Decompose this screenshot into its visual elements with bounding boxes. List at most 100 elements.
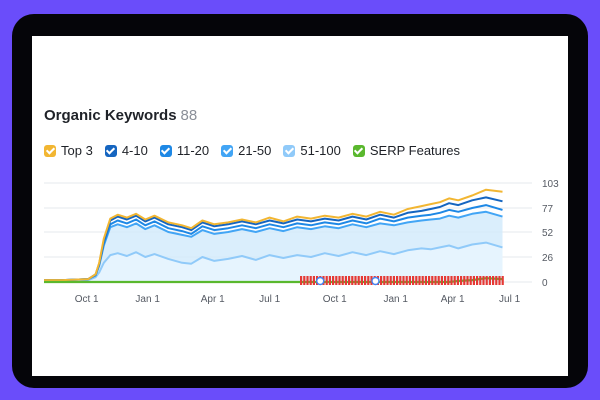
legend-item-4-10[interactable]: 4-10 (104, 143, 148, 158)
event-marker (415, 276, 418, 285)
event-marker (344, 276, 347, 285)
event-marker (456, 276, 459, 285)
event-marker (492, 276, 495, 285)
event-marker (498, 276, 501, 285)
event-marker (402, 276, 405, 285)
event-marker (357, 276, 360, 285)
screen: Organic Keywords 88 Top 3 4-10 11-20 21-5… (32, 36, 568, 376)
event-marker (476, 276, 479, 285)
event-marker (367, 276, 370, 285)
event-marker (447, 276, 450, 285)
widget-title: Organic Keywords 88 (44, 107, 197, 124)
event-marker (303, 276, 306, 285)
series-line-51-100 (44, 241, 503, 282)
y-tick-label: 103 (542, 179, 559, 190)
event-markers (300, 276, 504, 286)
event-marker (364, 276, 367, 285)
x-tick-label: Apr 1 (441, 294, 465, 305)
checkbox-top-3[interactable] (44, 144, 56, 157)
legend-label-51-100: 51-100 (300, 143, 341, 158)
legend-item-serp-features[interactable]: SERP Features (352, 143, 460, 158)
x-tick-label: Jan 1 (135, 294, 160, 305)
checkbox-51-100[interactable] (283, 144, 296, 157)
y-tick-label: 0 (542, 278, 548, 289)
chart-lines (44, 188, 503, 284)
event-marker (485, 276, 488, 285)
checkbox-11-20[interactable] (159, 144, 172, 157)
chart-areas (44, 211, 503, 282)
keyword-count: 88 (180, 107, 198, 124)
event-marker (386, 276, 389, 285)
chart-legend: Top 3 4-10 11-20 21-50 51-100 SERP Featu… (44, 143, 460, 158)
event-marker (440, 276, 443, 285)
legend-item-51-100[interactable]: 51-100 (283, 143, 341, 158)
checkbox-serp-features[interactable] (352, 144, 365, 157)
event-marker (325, 276, 328, 285)
event-marker (463, 276, 466, 285)
google-update-marker (316, 276, 325, 286)
y-axis-ticks: 103 77 52 26 0 (542, 179, 559, 289)
event-marker (460, 276, 463, 285)
event-marker (338, 276, 341, 285)
event-marker (488, 276, 491, 285)
series-line-21-50 (44, 210, 503, 282)
x-axis-ticks: Oct 1 Jan 1 Apr 1 Jul 1 Oct 1 Jan 1 Apr 1 Jul 1 (75, 294, 521, 305)
area-51-100 (44, 242, 503, 282)
legend-item-11-20[interactable]: 11-20 (159, 143, 210, 158)
event-marker (495, 276, 498, 285)
event-marker (472, 276, 475, 285)
event-marker (309, 276, 312, 285)
event-marker (453, 276, 456, 285)
event-marker (351, 276, 354, 285)
event-marker (380, 276, 383, 285)
legend-label-4-10: 4-10 (121, 143, 148, 158)
event-marker (399, 276, 402, 285)
y-tick-label: 77 (542, 204, 554, 215)
event-marker (328, 276, 331, 285)
widget-title-text: Organic Keywords (44, 107, 177, 124)
event-marker (469, 276, 472, 285)
event-marker (335, 276, 338, 285)
event-marker (437, 276, 440, 285)
legend-label-serp-features: SERP Features (369, 143, 460, 158)
event-marker (434, 276, 437, 285)
event-marker (408, 276, 411, 285)
event-marker (428, 276, 431, 285)
event-marker (424, 276, 427, 285)
legend-label-top-3: Top 3 (61, 143, 93, 158)
checkbox-21-50[interactable] (221, 144, 234, 157)
google-update-marker (371, 276, 380, 286)
event-marker (396, 276, 399, 285)
legend-label-21-50: 21-50 (238, 143, 272, 158)
y-tick-label: 26 (542, 253, 554, 264)
series-line-top-3 (44, 188, 503, 282)
event-marker (348, 276, 351, 285)
event-marker (383, 276, 386, 285)
event-marker (444, 276, 447, 285)
series-line-serp-features (44, 277, 503, 284)
event-marker (412, 276, 415, 285)
legend-item-21-50[interactable]: 21-50 (221, 143, 271, 158)
event-marker (501, 276, 504, 285)
x-tick-label: Jan 1 (383, 294, 408, 305)
x-tick-label: Oct 1 (323, 294, 347, 305)
event-marker (466, 276, 469, 285)
legend-label-11-20: 11-20 (176, 143, 210, 158)
event-marker (450, 276, 453, 285)
checkbox-4-10[interactable] (104, 144, 117, 157)
legend-item-top-3[interactable]: Top 3 (44, 143, 93, 158)
x-tick-label: Jul 1 (499, 294, 521, 305)
event-marker (479, 276, 482, 285)
event-marker (360, 276, 363, 285)
keywords-chart: 103 77 52 26 0 Oct 1 Jan 1 Apr 1 Jul 1 Oct 1 Jan … (44, 179, 559, 305)
event-marker (354, 276, 357, 285)
event-marker (332, 276, 335, 285)
event-marker (312, 276, 315, 285)
event-marker (341, 276, 344, 285)
x-tick-label: Apr 1 (201, 294, 225, 305)
event-marker (421, 276, 424, 285)
event-marker (306, 276, 309, 285)
event-marker (418, 276, 421, 285)
series-line-11-20 (44, 204, 503, 282)
event-marker (300, 276, 303, 285)
